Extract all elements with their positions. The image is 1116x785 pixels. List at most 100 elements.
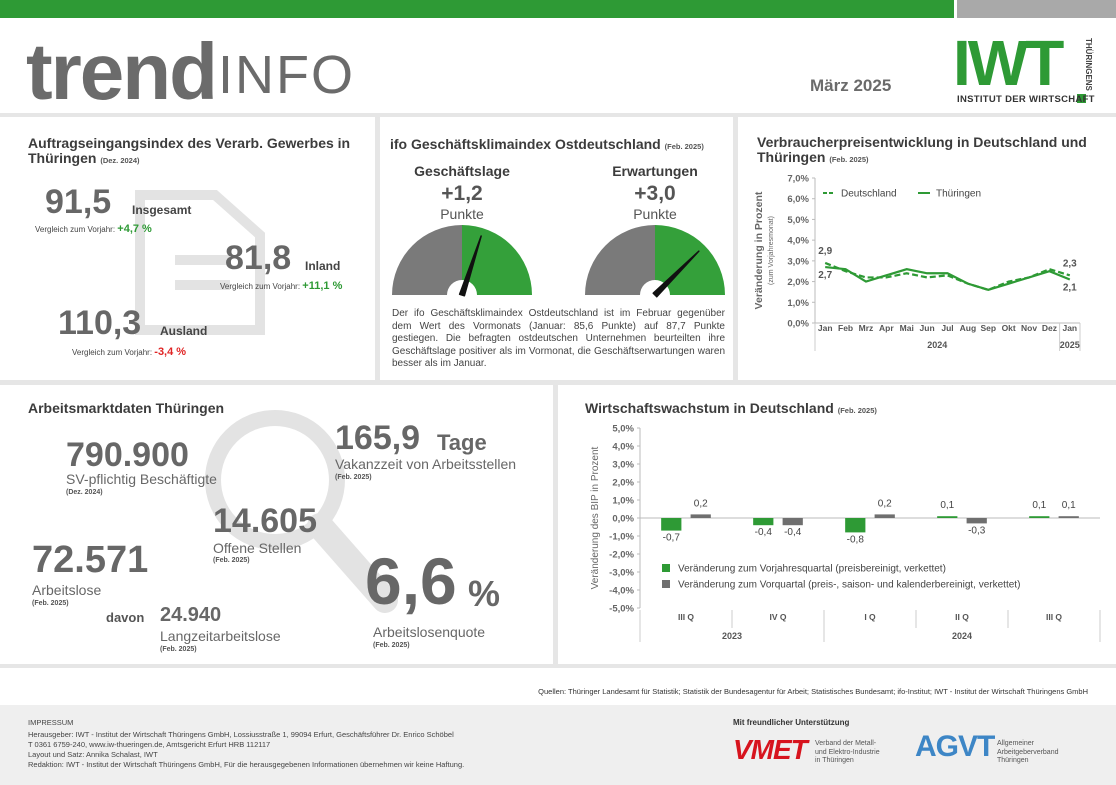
- gauge-title: Erwartungen: [612, 163, 698, 179]
- labor-label: Offene Stellen: [213, 540, 302, 556]
- bar: [1058, 516, 1079, 518]
- chart-title: Verbraucherpreisentwicklung in Deutschla…: [757, 134, 1097, 166]
- labor-period: (Feb. 2025): [32, 600, 69, 607]
- data-label: 0,2: [878, 498, 892, 509]
- labor-label: Arbeitslose: [32, 582, 102, 598]
- x-tick-label: Okt: [1002, 323, 1016, 333]
- logo-side: THÜRINGENS: [1084, 38, 1093, 91]
- y-tick-label: 1,0%: [787, 298, 809, 309]
- logo-letters: IWT: [953, 27, 1064, 99]
- y-tick-label: 2,0%: [612, 478, 634, 489]
- orders-value: 110,3: [58, 304, 142, 342]
- impressum-title: IMPRESSUM: [28, 718, 74, 727]
- y-axis-title: Veränderung in Prozent: [753, 191, 765, 309]
- chart-subtitle: (Feb. 2025): [837, 406, 877, 415]
- x-tick-label: Jun: [920, 323, 935, 333]
- divider: [0, 380, 1116, 385]
- labor-label: Langzeitarbeitslose: [160, 628, 281, 644]
- data-label: -0,3: [968, 525, 986, 536]
- x-group-label: 2023: [722, 631, 742, 641]
- data-label: 2,1: [1063, 283, 1077, 294]
- support: Mit freundlicher Unterstützung: [733, 718, 850, 727]
- y-axis-note: (zum Vorjahresmonat): [768, 216, 775, 285]
- labor-period: (Dez. 2024): [66, 489, 103, 496]
- data-label: 0,2: [694, 498, 708, 509]
- labor-value: 165,9: [335, 419, 421, 457]
- sponsor-logo: AGVT: [915, 730, 995, 763]
- logo-sub: INSTITUT DER WIRTSCHAFT: [957, 94, 1095, 105]
- data-label: 2,7: [818, 270, 832, 281]
- sources: Quellen: Thüringer Landesamt für Statist…: [538, 687, 1088, 696]
- x-tick-label: IV Q: [769, 612, 786, 622]
- text-line: T 0361 6759-240, www.iw-thueringen.de, A…: [28, 740, 271, 749]
- orders-value: 91,5: [45, 183, 112, 221]
- divider: [0, 664, 1116, 668]
- labor-period: (Feb. 2025): [373, 642, 410, 649]
- x-group-label: 2025: [1060, 340, 1080, 350]
- gauge-needle: [652, 250, 700, 298]
- divider: [733, 117, 738, 382]
- y-tick-label: 7,0%: [787, 174, 809, 185]
- y-tick-label: -4,0%: [609, 586, 634, 597]
- divider: [553, 385, 558, 665]
- labor-prefix: davon: [106, 610, 145, 625]
- title-text: Wirtschaftswachstum in Deutschland: [585, 400, 834, 416]
- text-line: Arbeitgeberverband: [997, 748, 1059, 756]
- data-label: -0,4: [784, 527, 802, 538]
- x-tick-label: Jan: [818, 323, 833, 333]
- orders-compare: Vergleich zum Vorjahr: +4,7 %: [35, 223, 152, 235]
- top-bar-green: [0, 0, 954, 18]
- x-tick-label: Apr: [879, 323, 894, 333]
- ifo-title: ifo Geschäftsklimaindex Ostdeutschland (…: [390, 136, 704, 152]
- orders-compare: Vergleich zum Vorjahr: -3,4 %: [72, 346, 186, 358]
- magnifier-icon: [205, 410, 398, 613]
- y-tick-label: 4,0%: [612, 442, 634, 453]
- legend-swatch: [662, 580, 670, 588]
- header-rule: [0, 113, 1116, 117]
- orders-title: Auftragseingangsindex des Verarb. Gewerb…: [28, 135, 363, 167]
- ifo-text: Der ifo Geschäftsklimaindex Ostdeutschla…: [392, 308, 725, 369]
- bar: [690, 514, 711, 518]
- change: +4,7 %: [117, 223, 152, 235]
- labor-label: SV-pflichtig Beschäftigte: [66, 471, 217, 487]
- x-tick-label: Sep: [980, 323, 996, 333]
- x-tick-label: Jan: [1062, 323, 1077, 333]
- data-label: 2,9: [818, 246, 832, 257]
- labor-label: Vakanzzeit von Arbeitsstellen: [335, 456, 517, 472]
- y-tick-label: -2,0%: [609, 550, 634, 561]
- compare-label: Vergleich zum Vorjahr:: [220, 282, 301, 291]
- gauge-unit: Punkte: [633, 206, 677, 222]
- top-bar-gray: [957, 0, 1116, 18]
- compare-label: Vergleich zum Vorjahr:: [35, 225, 116, 234]
- labor-value: 6,6: [365, 544, 457, 618]
- text-line: Redaktion: IWT - Institut der Wirtschaft…: [28, 760, 465, 769]
- labor-value: 24.940: [160, 604, 222, 626]
- y-tick-label: 5,0%: [612, 424, 634, 435]
- y-tick-label: 4,0%: [787, 236, 809, 247]
- x-group-label: 2024: [927, 340, 947, 350]
- line-series: [825, 265, 1071, 292]
- data-label: 2,3: [1063, 258, 1077, 269]
- issue-date: März 2025: [810, 76, 892, 95]
- x-tick-label: Mrz: [859, 323, 874, 333]
- y-tick-label: 6,0%: [787, 194, 809, 205]
- change: -3,4 %: [154, 346, 187, 358]
- clipboard-icon: [135, 190, 265, 335]
- title-text: ifo Geschäftsklimaindex Ostdeutschland: [390, 136, 661, 152]
- labor-period: (Feb. 2025): [160, 646, 197, 653]
- data-label: 0,1: [1032, 500, 1046, 511]
- legend-label: Veränderung zum Vorjahresquartal (preisb…: [678, 564, 946, 575]
- chart-title: Wirtschaftswachstum in Deutschland (Feb.…: [585, 400, 877, 416]
- data-label: -0,4: [755, 527, 773, 538]
- text-line: Herausgeber: IWT - Institut der Wirtscha…: [28, 730, 454, 739]
- y-tick-label: 0,0%: [787, 319, 809, 330]
- legend-label: Deutschland: [841, 189, 897, 200]
- bar: [874, 514, 895, 518]
- bar: [845, 518, 866, 533]
- brand-light: INFO: [218, 45, 355, 105]
- x-tick-label: Feb: [838, 323, 853, 333]
- y-tick-label: -1,0%: [609, 532, 634, 543]
- y-tick-label: -3,0%: [609, 568, 634, 579]
